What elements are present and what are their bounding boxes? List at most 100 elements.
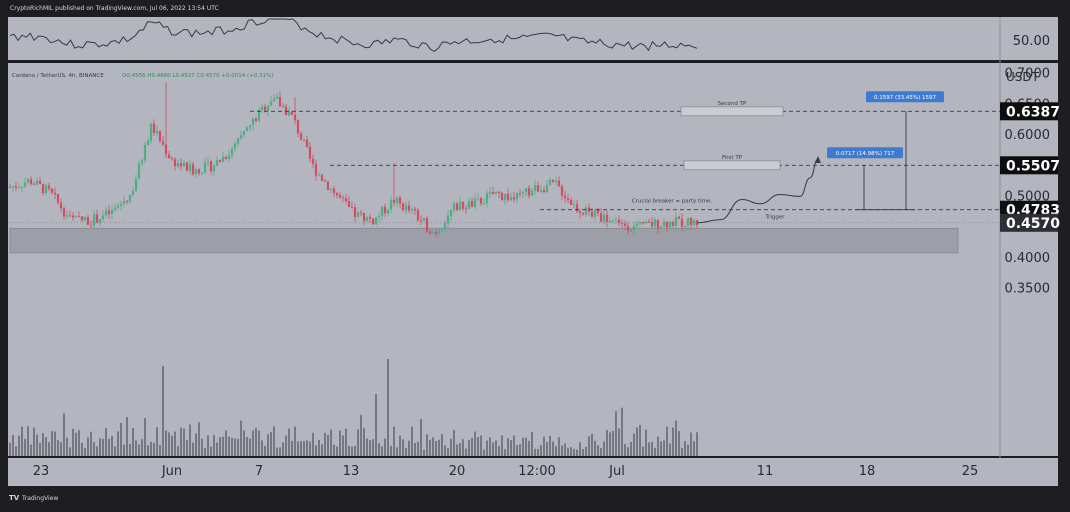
volume-bar (618, 428, 620, 456)
candle-body (389, 200, 393, 210)
candle-body (362, 213, 366, 222)
axis-corner (1000, 458, 1058, 486)
volume-bar (495, 440, 497, 456)
candle-body (269, 101, 273, 106)
candle-body (356, 212, 360, 218)
candle-body (116, 205, 120, 208)
volume-bar (471, 437, 473, 456)
volume-bar (114, 446, 116, 456)
candle-body (140, 160, 144, 164)
candle-body (536, 185, 540, 192)
volume-bar (387, 359, 389, 456)
volume-bar (423, 449, 425, 456)
candle-body (59, 202, 63, 209)
candle-body (275, 96, 279, 99)
candle-body (656, 219, 660, 229)
candle-body (68, 215, 72, 217)
volume-bar (588, 436, 590, 456)
volume-bar (156, 427, 158, 456)
candle-body (56, 194, 60, 203)
candle-body (41, 183, 45, 194)
volume-bar (12, 435, 14, 456)
volume-bar (426, 434, 428, 456)
candle-body (74, 216, 78, 218)
price-level-badge (1000, 156, 1058, 175)
time-tick-label: 23 (33, 464, 50, 479)
volume-bar (390, 445, 392, 456)
candle-body (98, 219, 102, 223)
volume-bar (606, 430, 608, 456)
volume-bar (135, 440, 137, 456)
candle-body (236, 138, 240, 144)
volume-bar (105, 428, 107, 456)
candle-body (410, 208, 414, 211)
candle-body (608, 220, 612, 222)
candle-body (197, 168, 201, 174)
volume-bar (84, 447, 86, 456)
volume-bar (87, 437, 89, 456)
volume-bar (684, 441, 686, 456)
candle-body (113, 207, 117, 210)
candle-body (17, 187, 21, 188)
candle-body (425, 218, 429, 232)
volume-bar (165, 430, 167, 456)
price-level-badge (1000, 213, 1058, 232)
candle-body (125, 201, 129, 202)
candle-body (632, 225, 636, 231)
volume-bar (687, 444, 689, 456)
candle-body (383, 206, 387, 214)
tradingview-logo-icon: TV (9, 494, 20, 502)
candle-body (227, 154, 231, 160)
volume-bar (345, 428, 347, 456)
candle-body (71, 215, 75, 218)
volume-bar (681, 447, 683, 456)
volume-bar (243, 430, 245, 456)
volume-bar (270, 432, 272, 456)
price-level-label: 0.4570 (1006, 216, 1060, 232)
candle-body (584, 207, 588, 215)
candle-body (515, 193, 519, 200)
candle-body (434, 232, 438, 234)
candle-body (80, 216, 84, 221)
candle-body (212, 165, 216, 172)
volume-bar (93, 442, 95, 456)
candle-body (629, 230, 633, 232)
candle-body (359, 212, 363, 214)
volume-bar (570, 447, 572, 456)
volume-bar (57, 440, 59, 456)
volume-bar (441, 434, 443, 456)
trigger-note: Trigger (765, 215, 786, 221)
time-tick-label: 13 (343, 464, 360, 479)
candle-body (575, 204, 579, 212)
volume-bar (153, 442, 155, 456)
volume-bar (18, 435, 20, 456)
candle-body (398, 197, 402, 204)
volume-bar (621, 407, 623, 456)
volume-bar (201, 438, 203, 456)
volume-bar (228, 436, 230, 456)
candle-body (470, 201, 474, 207)
volume-bar (651, 441, 653, 456)
volume-bar (372, 439, 374, 456)
volume-bar (48, 442, 50, 456)
candle-body (437, 230, 441, 234)
candle-body (128, 194, 132, 202)
published-caption: CryptoRichMIL published on TradingView.c… (10, 5, 219, 12)
volume-bar (192, 442, 194, 456)
volume-bar (645, 429, 647, 456)
candle-body (521, 192, 525, 194)
candle-body (11, 186, 15, 188)
volume-bar (324, 432, 326, 456)
candle-body (281, 106, 285, 108)
volume-bar (678, 431, 680, 456)
candle-body (542, 190, 546, 193)
volume-bar (60, 442, 62, 456)
volume-bar (339, 430, 341, 456)
volume-bar (30, 444, 32, 456)
candle-body (599, 213, 603, 222)
volume-bar (357, 429, 359, 456)
time-tick-label: 20 (449, 464, 466, 479)
candle-body (119, 203, 123, 206)
volume-bar (543, 436, 545, 456)
